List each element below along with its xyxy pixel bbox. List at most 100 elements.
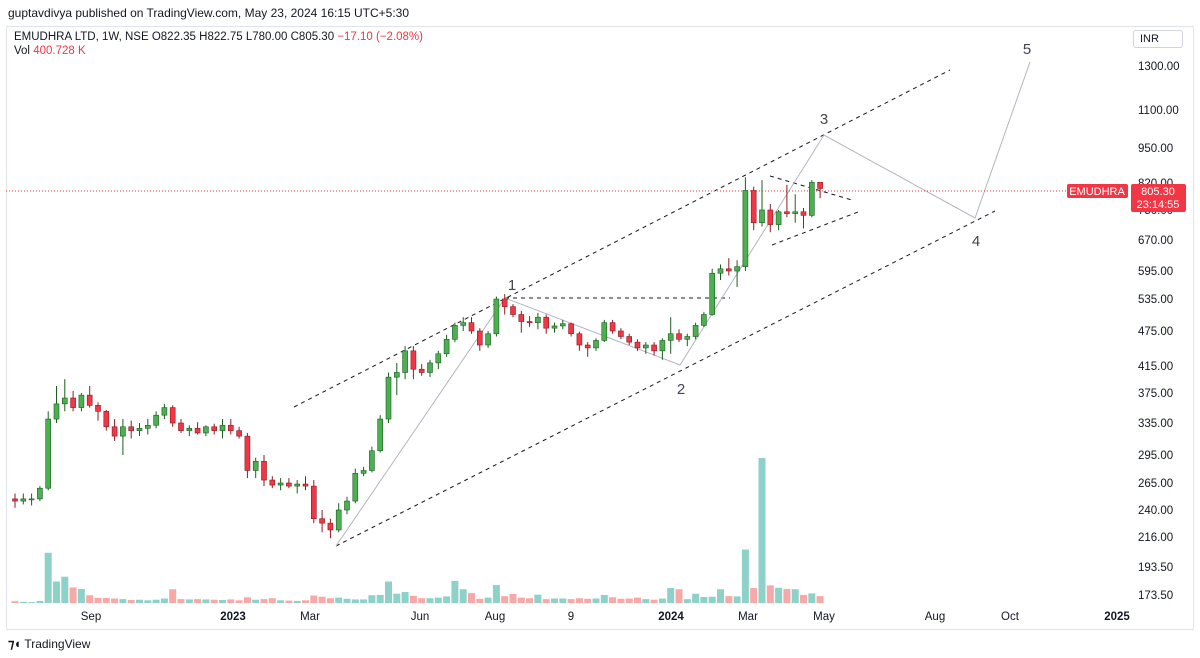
volume-bar — [285, 600, 293, 603]
currency-label: INR — [1140, 33, 1159, 45]
candle-body — [219, 424, 226, 431]
candle-body — [402, 350, 408, 373]
candle-body — [651, 344, 657, 352]
volume-bar — [509, 594, 517, 603]
volume-bar — [492, 585, 500, 603]
candle-body — [817, 182, 823, 189]
wave-label-2[interactable]: 2 — [677, 381, 685, 398]
triangle-lower-line[interactable] — [771, 211, 859, 246]
candle-body — [709, 272, 716, 315]
legend-symbol[interactable]: EMUDHRA LTD, 1W, NSE — [14, 31, 149, 43]
volume-bar — [451, 580, 459, 603]
wave-label-1[interactable]: 1 — [508, 277, 516, 294]
volume-bar — [725, 596, 733, 603]
volume-bar — [642, 599, 650, 603]
candle-body — [501, 298, 508, 307]
wave-label-4[interactable]: 4 — [972, 233, 980, 250]
last-price-badge: EMUDHRA 805.30 23:14:55 — [1067, 184, 1186, 212]
candle-body — [269, 479, 276, 486]
volume-bar — [376, 594, 384, 603]
candle-body — [642, 344, 649, 349]
volume-bar — [775, 587, 783, 603]
volume-bar — [700, 597, 708, 603]
time-tick-label: 9 — [568, 611, 574, 623]
volume-bar — [800, 594, 807, 603]
legend-vol-label[interactable]: Vol — [14, 45, 30, 57]
candle-body — [261, 460, 267, 481]
volume-bar — [11, 601, 19, 603]
candle-body — [203, 426, 209, 434]
candle-body — [211, 426, 217, 431]
time-tick-label: May — [813, 611, 835, 623]
time-tick-label: Mar — [300, 611, 320, 623]
volume-bar — [816, 596, 824, 603]
time-tick-label: 2025 — [1104, 611, 1130, 623]
volume-bar — [741, 549, 749, 603]
volume-bar — [559, 598, 567, 603]
price-badge — [1131, 184, 1186, 212]
price-badge-text: 805.30 — [1141, 186, 1175, 198]
volume-bar — [600, 594, 608, 603]
volume-bar — [94, 597, 102, 603]
candle-body — [618, 330, 624, 337]
volume-bar — [658, 598, 666, 603]
volume-bar — [177, 599, 185, 603]
legend-main: EMUDHRA LTD, 1W, NSE O822.35 H822.75 L78… — [14, 31, 423, 43]
volume-bar — [683, 599, 691, 603]
currency-button[interactable]: INR — [1133, 30, 1183, 48]
drawings-layer — [6, 61, 1128, 547]
volume-bar — [335, 597, 343, 603]
volume-bar — [675, 589, 683, 603]
candle-body — [252, 460, 259, 471]
volume-bar — [111, 598, 119, 603]
candle-body — [169, 407, 176, 424]
candle-body — [485, 333, 491, 346]
candle-body — [692, 325, 699, 337]
candle-body — [153, 414, 159, 426]
candle-body — [128, 426, 134, 431]
candle-body — [45, 418, 52, 489]
candle-body — [410, 350, 417, 370]
elliott-wave-path[interactable] — [335, 61, 1031, 547]
candle-body — [435, 353, 442, 364]
candle-body — [584, 344, 591, 349]
volume-bar — [667, 588, 675, 603]
volume-bar — [783, 588, 791, 603]
time-tick-label: Oct — [1001, 611, 1020, 623]
volume-bar — [733, 596, 741, 603]
candle-body — [418, 368, 425, 373]
volume-bar — [625, 598, 633, 603]
volume-bar — [127, 600, 135, 603]
candle-body — [476, 330, 483, 346]
volume-bar — [409, 595, 417, 603]
lower-channel-line[interactable] — [335, 210, 996, 547]
candle-body — [526, 321, 533, 323]
wave-label-3[interactable]: 3 — [820, 111, 828, 128]
volume-bar — [268, 598, 276, 603]
candle-body — [352, 473, 359, 502]
candle-body — [95, 405, 101, 412]
candles — [12, 177, 823, 539]
volume-bar — [609, 597, 617, 603]
volume-bar — [592, 598, 600, 603]
candle-body — [510, 306, 516, 315]
candle-body — [294, 483, 301, 487]
candle-body — [61, 397, 68, 405]
candle-body — [310, 485, 317, 519]
wave-label-5[interactable]: 5 — [1023, 41, 1031, 58]
candle-body — [385, 376, 392, 420]
legend-high: H822.75 — [199, 31, 243, 43]
time-axis[interactable]: Sep 2023 Mar Jun Aug 9 2024 Mar May Aug Oct 2025 — [81, 611, 1131, 623]
price-axis[interactable]: 1300.001100.00950.00820.00750.00670.0059… — [1138, 61, 1180, 602]
candle-body — [518, 314, 525, 322]
candle-body — [377, 418, 384, 452]
price-tick-label: 475.00 — [1138, 326, 1173, 338]
price-tick-label: 375.00 — [1138, 388, 1173, 400]
candle-body — [717, 268, 724, 274]
volume-bar — [418, 598, 426, 603]
countdown-text: 23:14:55 — [1137, 199, 1180, 211]
volume-bar — [766, 585, 774, 603]
volume-bar — [326, 598, 334, 603]
upper-channel-line[interactable] — [293, 69, 951, 408]
